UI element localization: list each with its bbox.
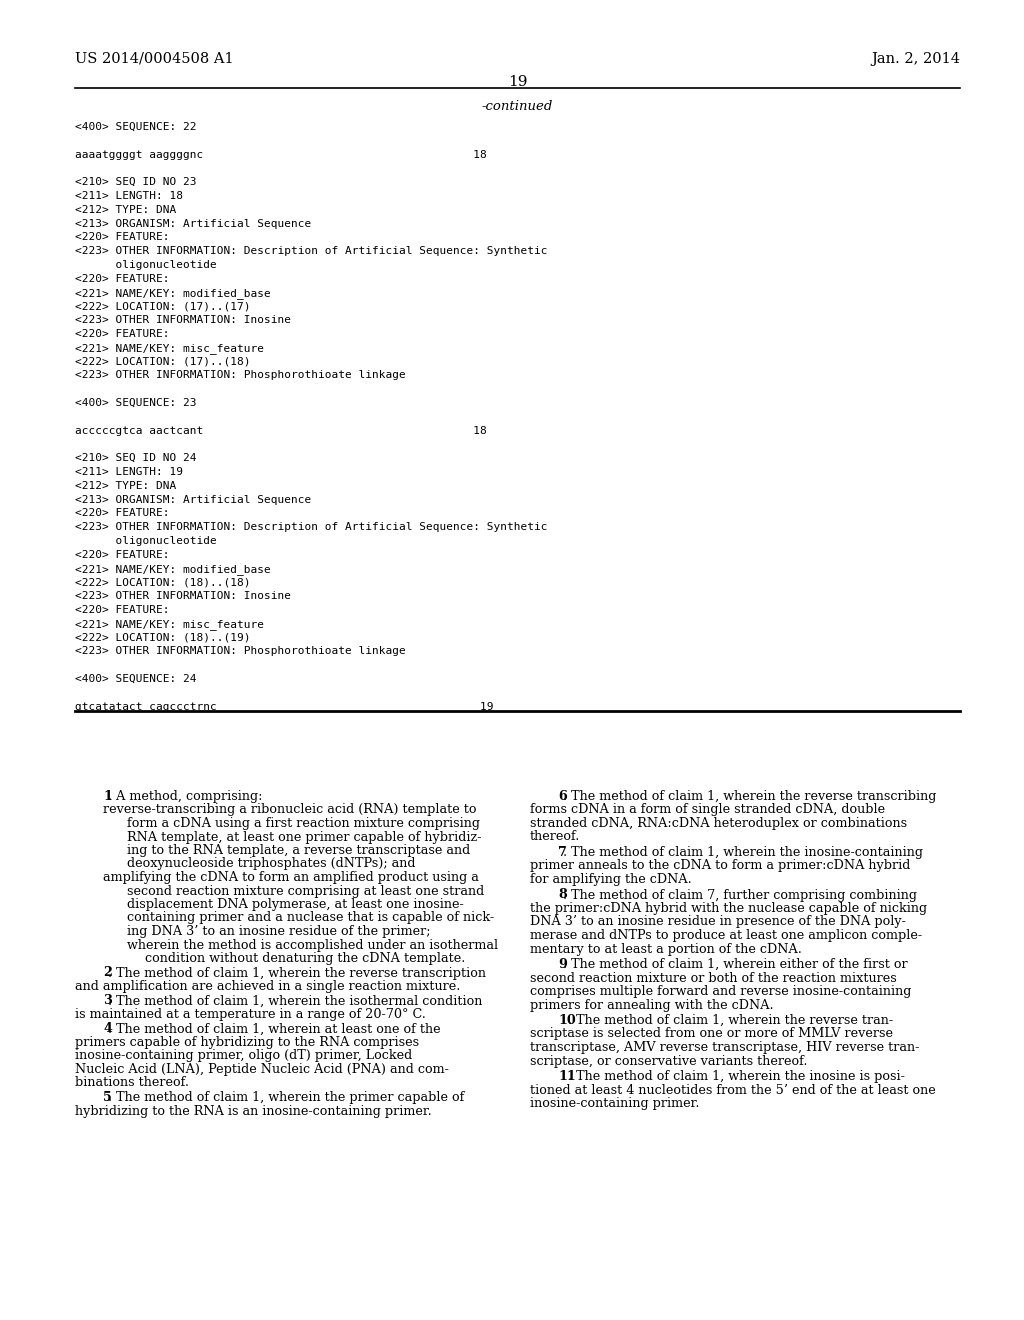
Text: scriptase is selected from one or more of MMLV reverse: scriptase is selected from one or more o… [530,1027,893,1040]
Text: condition without denaturing the cDNA template.: condition without denaturing the cDNA te… [145,952,465,965]
Text: <223> OTHER INFORMATION: Inosine: <223> OTHER INFORMATION: Inosine [75,591,291,601]
Text: 8: 8 [558,888,566,902]
Text: Jan. 2, 2014: Jan. 2, 2014 [871,51,961,66]
Text: <222> LOCATION: (17)..(17): <222> LOCATION: (17)..(17) [75,301,251,312]
Text: 11: 11 [558,1071,575,1082]
Text: 3: 3 [103,994,112,1007]
Text: 2: 2 [103,966,112,979]
Text: <212> TYPE: DNA: <212> TYPE: DNA [75,480,176,491]
Text: <221> NAME/KEY: misc_feature: <221> NAME/KEY: misc_feature [75,343,264,354]
Text: merase and dNTPs to produce at least one amplicon comple-: merase and dNTPs to produce at least one… [530,929,923,942]
Text: <223> OTHER INFORMATION: Phosphorothioate linkage: <223> OTHER INFORMATION: Phosphorothioat… [75,647,406,656]
Text: comprises multiple forward and reverse inosine-containing: comprises multiple forward and reverse i… [530,985,911,998]
Text: <213> ORGANISM: Artificial Sequence: <213> ORGANISM: Artificial Sequence [75,495,311,504]
Text: 4: 4 [103,1023,112,1035]
Text: 10: 10 [558,1014,575,1027]
Text: the primer:cDNA hybrid with the nuclease capable of nicking: the primer:cDNA hybrid with the nuclease… [530,902,927,915]
Text: . The method of claim 1, wherein the reverse tran-: . The method of claim 1, wherein the rev… [567,1014,893,1027]
Text: displacement DNA polymerase, at least one inosine-: displacement DNA polymerase, at least on… [127,898,464,911]
Text: mentary to at least a portion of the cDNA.: mentary to at least a portion of the cDN… [530,942,802,956]
Text: for amplifying the cDNA.: for amplifying the cDNA. [530,873,692,886]
Text: <211> LENGTH: 19: <211> LENGTH: 19 [75,467,183,477]
Text: thereof.: thereof. [530,830,581,843]
Text: <223> OTHER INFORMATION: Description of Artificial Sequence: Synthetic: <223> OTHER INFORMATION: Description of … [75,523,548,532]
Text: <222> LOCATION: (18)..(18): <222> LOCATION: (18)..(18) [75,577,251,587]
Text: second reaction mixture comprising at least one strand: second reaction mixture comprising at le… [127,884,484,898]
Text: second reaction mixture or both of the reaction mixtures: second reaction mixture or both of the r… [530,972,897,985]
Text: . The method of claim 1, wherein at least one of the: . The method of claim 1, wherein at leas… [108,1023,440,1035]
Text: <222> LOCATION: (18)..(19): <222> LOCATION: (18)..(19) [75,632,251,643]
Text: <220> FEATURE:: <220> FEATURE: [75,273,170,284]
Text: aaaatggggt aaggggnc                                        18: aaaatggggt aaggggnc 18 [75,149,486,160]
Text: . The method of claim 1, wherein the inosine is posi-: . The method of claim 1, wherein the ino… [567,1071,904,1082]
Text: <220> FEATURE:: <220> FEATURE: [75,232,170,243]
Text: inosine-containing primer, oligo (dT) primer, Locked: inosine-containing primer, oligo (dT) pr… [75,1049,413,1063]
Text: <211> LENGTH: 18: <211> LENGTH: 18 [75,191,183,201]
Text: 19: 19 [508,75,527,88]
Text: wherein the method is accomplished under an isothermal: wherein the method is accomplished under… [127,939,498,952]
Text: <223> OTHER INFORMATION: Inosine: <223> OTHER INFORMATION: Inosine [75,315,291,325]
Text: <221> NAME/KEY: modified_base: <221> NAME/KEY: modified_base [75,288,270,298]
Text: primers capable of hybridizing to the RNA comprises: primers capable of hybridizing to the RN… [75,1036,419,1049]
Text: . The method of claim 1, wherein either of the first or: . The method of claim 1, wherein either … [563,958,907,972]
Text: acccccgtca aactcant                                        18: acccccgtca aactcant 18 [75,425,486,436]
Text: . The method of claim 1, wherein the inosine-containing: . The method of claim 1, wherein the ino… [563,846,923,859]
Text: <220> FEATURE:: <220> FEATURE: [75,329,170,339]
Text: RNA template, at least one primer capable of hybridiz-: RNA template, at least one primer capabl… [127,830,481,843]
Text: <223> OTHER INFORMATION: Phosphorothioate linkage: <223> OTHER INFORMATION: Phosphorothioat… [75,371,406,380]
Text: tioned at least 4 nucleotides from the 5’ end of the at least one: tioned at least 4 nucleotides from the 5… [530,1084,936,1097]
Text: <400> SEQUENCE: 22: <400> SEQUENCE: 22 [75,121,197,132]
Text: <221> NAME/KEY: misc_feature: <221> NAME/KEY: misc_feature [75,619,264,630]
Text: 9: 9 [558,958,567,972]
Text: ing to the RNA template, a reverse transcriptase and: ing to the RNA template, a reverse trans… [127,843,470,857]
Text: <212> TYPE: DNA: <212> TYPE: DNA [75,205,176,215]
Text: ing DNA 3’ to an inosine residue of the primer;: ing DNA 3’ to an inosine residue of the … [127,925,430,939]
Text: Nucleic Acid (LNA), Peptide Nucleic Acid (PNA) and com-: Nucleic Acid (LNA), Peptide Nucleic Acid… [75,1063,449,1076]
Text: . A method, comprising:: . A method, comprising: [108,789,262,803]
Text: primer anneals to the cDNA to form a primer:cDNA hybrid: primer anneals to the cDNA to form a pri… [530,859,910,873]
Text: <221> NAME/KEY: modified_base: <221> NAME/KEY: modified_base [75,564,270,574]
Text: oligonucleotide: oligonucleotide [75,536,217,546]
Text: . The method of claim 1, wherein the reverse transcription: . The method of claim 1, wherein the rev… [108,966,485,979]
Text: <210> SEQ ID NO 23: <210> SEQ ID NO 23 [75,177,197,187]
Text: US 2014/0004508 A1: US 2014/0004508 A1 [75,51,233,66]
Text: primers for annealing with the cDNA.: primers for annealing with the cDNA. [530,998,773,1011]
Text: . The method of claim 1, wherein the isothermal condition: . The method of claim 1, wherein the iso… [108,994,482,1007]
Text: gtcatatact cagccctrnc                                       19: gtcatatact cagccctrnc 19 [75,702,494,711]
Text: -continued: -continued [482,100,553,114]
Text: and amplification are achieved in a single reaction mixture.: and amplification are achieved in a sing… [75,979,461,993]
Text: containing primer and a nuclease that is capable of nick-: containing primer and a nuclease that is… [127,912,495,924]
Text: 7: 7 [558,846,567,859]
Text: <400> SEQUENCE: 23: <400> SEQUENCE: 23 [75,399,197,408]
Text: binations thereof.: binations thereof. [75,1077,189,1089]
Text: reverse-transcribing a ribonucleic acid (RNA) template to: reverse-transcribing a ribonucleic acid … [103,804,476,817]
Text: <210> SEQ ID NO 24: <210> SEQ ID NO 24 [75,453,197,463]
Text: forms cDNA in a form of single stranded cDNA, double: forms cDNA in a form of single stranded … [530,804,885,817]
Text: 5: 5 [103,1092,112,1104]
Text: stranded cDNA, RNA:cDNA heteroduplex or combinations: stranded cDNA, RNA:cDNA heteroduplex or … [530,817,907,830]
Text: <220> FEATURE:: <220> FEATURE: [75,605,170,615]
Text: hybridizing to the RNA is an inosine-containing primer.: hybridizing to the RNA is an inosine-con… [75,1105,432,1118]
Text: is maintained at a temperature in a range of 20-70° C.: is maintained at a temperature in a rang… [75,1008,426,1020]
Text: <213> ORGANISM: Artificial Sequence: <213> ORGANISM: Artificial Sequence [75,219,311,228]
Text: amplifying the cDNA to form an amplified product using a: amplifying the cDNA to form an amplified… [103,871,479,884]
Text: oligonucleotide: oligonucleotide [75,260,217,271]
Text: <220> FEATURE:: <220> FEATURE: [75,508,170,519]
Text: 1: 1 [103,789,112,803]
Text: inosine-containing primer.: inosine-containing primer. [530,1097,699,1110]
Text: <222> LOCATION: (17)..(18): <222> LOCATION: (17)..(18) [75,356,251,367]
Text: deoxynucleoside triphosphates (dNTPs); and: deoxynucleoside triphosphates (dNTPs); a… [127,858,416,870]
Text: <220> FEATURE:: <220> FEATURE: [75,550,170,560]
Text: DNA 3’ to an inosine residue in presence of the DNA poly-: DNA 3’ to an inosine residue in presence… [530,916,906,928]
Text: form a cDNA using a first reaction mixture comprising: form a cDNA using a first reaction mixtu… [127,817,480,830]
Text: . The method of claim 1, wherein the primer capable of: . The method of claim 1, wherein the pri… [108,1092,464,1104]
Text: . The method of claim 7, further comprising combining: . The method of claim 7, further compris… [563,888,916,902]
Text: scriptase, or conservative variants thereof.: scriptase, or conservative variants ther… [530,1055,808,1068]
Text: <400> SEQUENCE: 24: <400> SEQUENCE: 24 [75,675,197,684]
Text: 6: 6 [558,789,566,803]
Text: . The method of claim 1, wherein the reverse transcribing: . The method of claim 1, wherein the rev… [563,789,936,803]
Text: transcriptase, AMV reverse transcriptase, HIV reverse tran-: transcriptase, AMV reverse transcriptase… [530,1041,920,1053]
Text: <223> OTHER INFORMATION: Description of Artificial Sequence: Synthetic: <223> OTHER INFORMATION: Description of … [75,247,548,256]
